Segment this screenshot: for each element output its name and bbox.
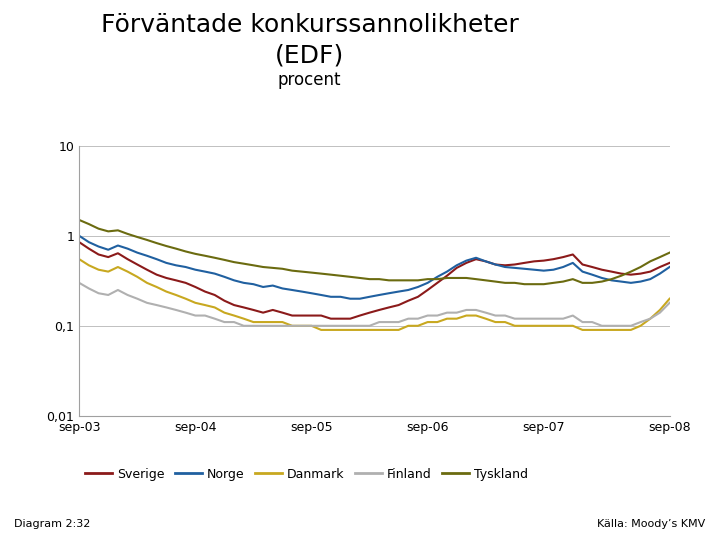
Norge — [598, 275, 606, 281]
Finland — [375, 319, 384, 325]
Sverige — [598, 266, 606, 273]
Line: Tyskland: Tyskland — [79, 220, 670, 284]
Norge — [75, 233, 84, 239]
Sverige — [375, 307, 384, 313]
Finland — [230, 319, 238, 325]
Tyskland — [230, 259, 238, 265]
Tyskland — [123, 231, 132, 237]
Text: Diagram 2:32: Diagram 2:32 — [14, 519, 91, 529]
Tyskland — [75, 217, 84, 223]
Line: Sverige: Sverige — [79, 242, 670, 319]
Text: Förväntade konkurssannolikheter: Förväntade konkurssannolikheter — [101, 14, 518, 37]
Norge — [375, 292, 384, 298]
Line: Finland: Finland — [79, 283, 670, 326]
Norge — [665, 264, 674, 270]
Text: ⚙⚙
⚙⚙: ⚙⚙ ⚙⚙ — [654, 20, 674, 42]
Danmark — [123, 268, 132, 275]
Danmark — [665, 295, 674, 302]
Norge — [191, 266, 199, 273]
Finland — [598, 322, 606, 329]
Line: Danmark: Danmark — [79, 259, 670, 330]
Finland — [240, 322, 248, 329]
Finland — [123, 292, 132, 298]
Tyskland — [365, 276, 374, 282]
Text: Källa: Moody’s KMV: Källa: Moody’s KMV — [598, 519, 706, 529]
Text: procent: procent — [278, 71, 341, 89]
Finland — [665, 300, 674, 306]
Finland — [191, 312, 199, 319]
Sverige — [665, 260, 674, 266]
Tyskland — [191, 251, 199, 257]
Danmark — [598, 327, 606, 333]
Danmark — [443, 315, 451, 322]
Sverige — [230, 302, 238, 308]
Sverige — [191, 284, 199, 290]
Sverige — [123, 256, 132, 262]
Sverige — [443, 273, 451, 279]
Danmark — [230, 312, 238, 319]
Finland — [443, 309, 451, 316]
Norge — [123, 245, 132, 252]
Tyskland — [665, 249, 674, 256]
Text: SVERIGES
RIKSBANK: SVERIGES RIKSBANK — [646, 57, 683, 68]
Line: Norge: Norge — [79, 236, 670, 299]
Danmark — [375, 327, 384, 333]
Norge — [230, 277, 238, 284]
Text: (EDF): (EDF) — [275, 43, 344, 67]
Danmark — [75, 256, 84, 262]
Tyskland — [598, 278, 606, 285]
Legend: Sverige, Norge, Danmark, Finland, Tyskland: Sverige, Norge, Danmark, Finland, Tyskla… — [79, 463, 534, 485]
Norge — [443, 268, 451, 275]
Finland — [75, 280, 84, 286]
Danmark — [191, 300, 199, 306]
Tyskland — [520, 281, 528, 287]
Sverige — [327, 315, 336, 322]
Norge — [346, 295, 354, 302]
Danmark — [317, 327, 325, 333]
Tyskland — [433, 276, 441, 282]
Sverige — [75, 239, 84, 245]
